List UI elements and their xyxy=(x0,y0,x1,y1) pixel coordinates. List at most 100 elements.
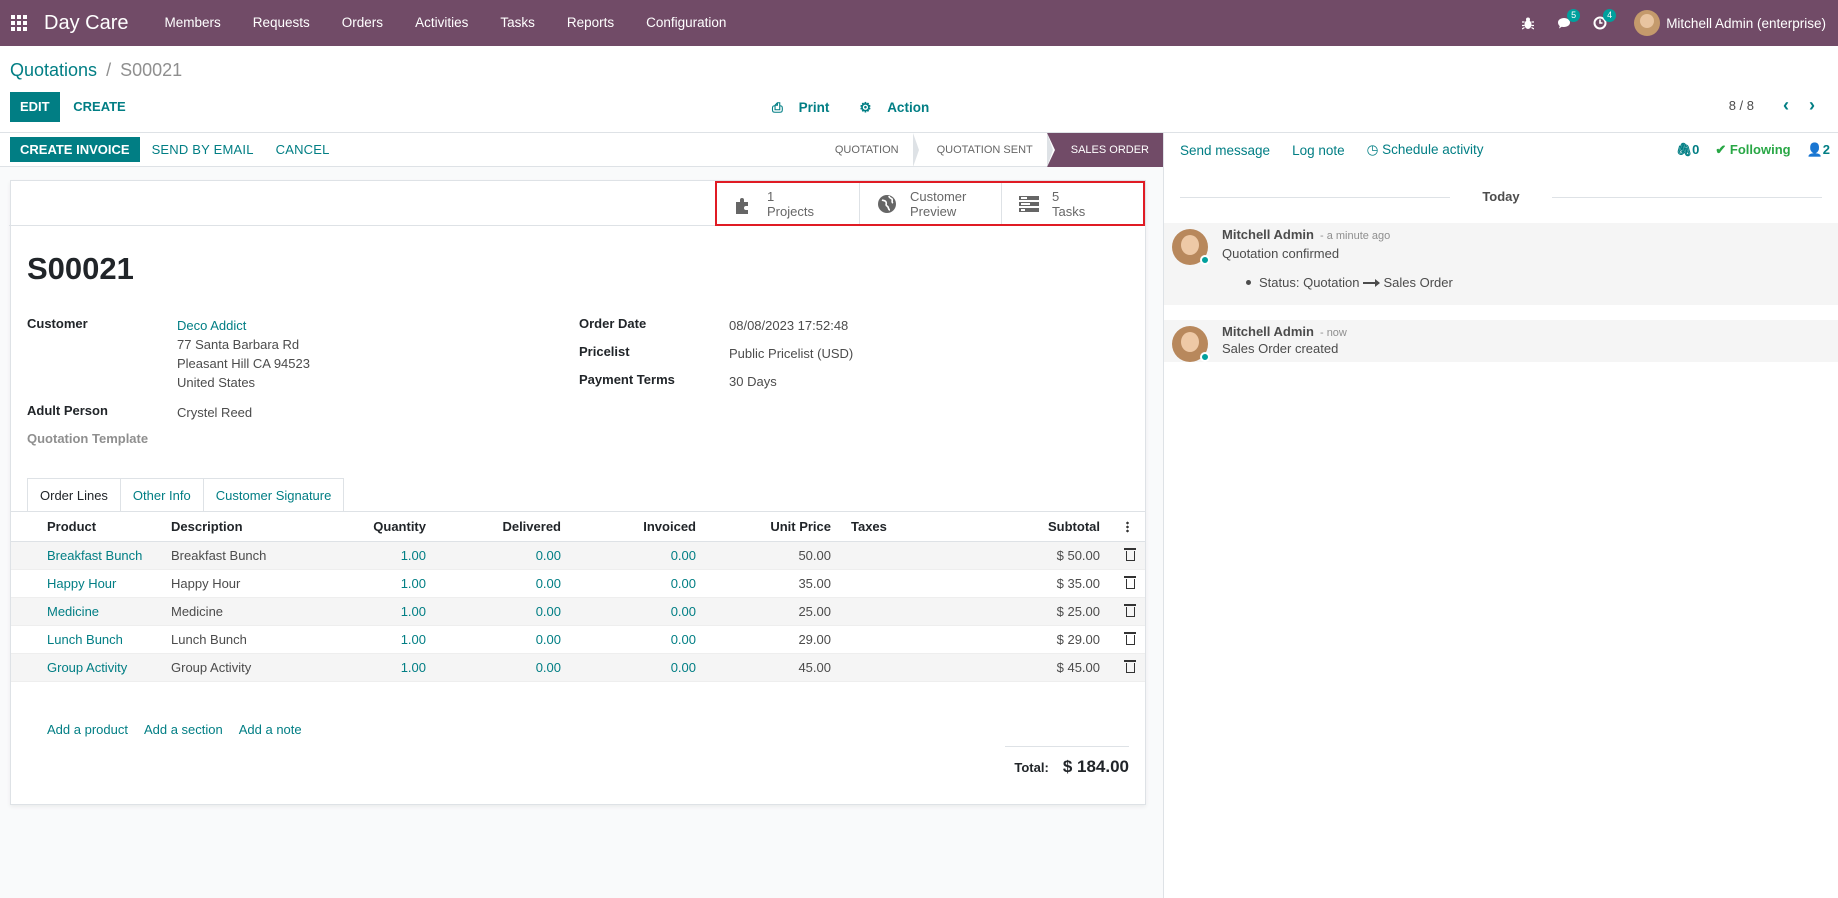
pager-next-icon[interactable]: › xyxy=(1809,95,1815,115)
stage-sales-order[interactable]: SALES ORDER xyxy=(1046,133,1163,167)
table-row[interactable]: Medicine Medicine 1.00 0.00 0.00 25.00 $… xyxy=(11,597,1145,626)
col-unit-price[interactable]: Unit Price xyxy=(706,512,841,542)
delete-row-trash-icon[interactable] xyxy=(1110,569,1145,598)
smart-buttons-highlight: 1 Projects Customer Preview 5 Tasks xyxy=(715,181,1145,226)
col-subtotal[interactable]: Subtotal xyxy=(941,512,1110,542)
tab-customer-signature[interactable]: Customer Signature xyxy=(202,478,345,512)
pager-value[interactable]: 8 / 8 xyxy=(1728,98,1754,113)
tab-other-info[interactable]: Other Info xyxy=(119,478,204,512)
cancel-button[interactable]: CANCEL xyxy=(275,142,330,157)
row-subtotal: $ 29.00 xyxy=(941,625,1110,654)
row-taxes xyxy=(841,541,941,570)
attachments-button[interactable]: 🖇0 xyxy=(1676,142,1700,158)
customer-link[interactable]: Deco Addict xyxy=(177,318,247,333)
user-icon: 👤 xyxy=(1806,142,1823,157)
user-menu[interactable]: Mitchell Admin (enterprise) xyxy=(1634,10,1826,36)
chatter: Send message Log note ◷ Schedule activit… xyxy=(1163,133,1838,898)
table-row[interactable]: Happy Hour Happy Hour 1.00 0.00 0.00 35.… xyxy=(11,569,1145,598)
debug-bug-icon[interactable] xyxy=(1510,0,1546,46)
row-subtotal: $ 25.00 xyxy=(941,597,1110,626)
quotation-template-label: Quotation Template xyxy=(27,431,149,446)
pager-previous-icon[interactable]: ‹ xyxy=(1783,95,1789,115)
activities-clock-icon[interactable]: 4 xyxy=(1582,0,1618,46)
customer-country: United States xyxy=(177,375,256,390)
avatar[interactable] xyxy=(1172,229,1210,265)
delete-row-trash-icon[interactable] xyxy=(1110,653,1145,682)
avatar[interactable] xyxy=(1172,326,1210,362)
messages-icon[interactable]: 5 xyxy=(1546,0,1582,46)
menu-tasks[interactable]: Tasks xyxy=(500,15,535,30)
row-description: Group Activity xyxy=(161,653,306,682)
tab-order-lines[interactable]: Order Lines xyxy=(27,478,121,512)
col-description[interactable]: Description xyxy=(161,512,306,542)
create-button[interactable]: CREATE xyxy=(73,99,126,114)
customer-preview-smart-button[interactable]: Customer Preview xyxy=(859,183,1001,224)
row-product[interactable]: Breakfast Bunch xyxy=(11,541,161,570)
menu-members[interactable]: Members xyxy=(164,15,221,30)
projects-label: Projects xyxy=(767,203,814,219)
breadcrumb-quotations[interactable]: Quotations xyxy=(10,60,98,80)
row-taxes xyxy=(841,653,941,682)
date-separator: Today xyxy=(1180,189,1822,204)
delete-row-trash-icon[interactable] xyxy=(1110,625,1145,654)
send-message-button[interactable]: Send message xyxy=(1180,142,1271,158)
col-invoiced[interactable]: Invoiced xyxy=(571,512,706,542)
row-unit-price: 50.00 xyxy=(706,541,841,570)
table-row[interactable]: Lunch Bunch Lunch Bunch 1.00 0.00 0.00 2… xyxy=(11,625,1145,654)
col-taxes[interactable]: Taxes xyxy=(841,512,941,542)
add-note-link[interactable]: Add a note xyxy=(238,722,302,737)
projects-smart-button[interactable]: 1 Projects xyxy=(717,183,859,224)
row-product[interactable]: Lunch Bunch xyxy=(11,625,161,654)
optional-columns-kebab-icon[interactable] xyxy=(1110,512,1145,542)
col-quantity[interactable]: Quantity xyxy=(306,512,436,542)
delete-row-trash-icon[interactable] xyxy=(1110,541,1145,570)
following-button[interactable]: ✔ Following xyxy=(1715,142,1790,158)
print-label: Print xyxy=(798,100,830,115)
table-row[interactable]: Breakfast Bunch Breakfast Bunch 1.00 0.0… xyxy=(11,541,1145,570)
customer-preview-line1: Customer xyxy=(910,188,967,204)
order-date-label: Order Date xyxy=(579,316,647,331)
menu-activities[interactable]: Activities xyxy=(415,15,469,30)
payment-terms-label: Payment Terms xyxy=(579,372,675,387)
pricelist-label: Pricelist xyxy=(579,344,630,359)
stage-quotation-sent[interactable]: QUOTATION SENT xyxy=(913,133,1053,167)
menu-configuration[interactable]: Configuration xyxy=(646,15,727,30)
app-brand[interactable]: Day Care xyxy=(44,11,129,34)
print-menu[interactable]: ⎙ Print xyxy=(760,95,841,121)
message-author[interactable]: Mitchell Admin xyxy=(1222,324,1314,339)
edit-button[interactable]: EDIT xyxy=(10,92,60,122)
col-delivered[interactable]: Delivered xyxy=(436,512,571,542)
log-note-button[interactable]: Log note xyxy=(1292,142,1345,158)
apps-menu-icon[interactable] xyxy=(2,0,36,46)
row-product[interactable]: Group Activity xyxy=(11,653,161,682)
create-invoice-button[interactable]: CREATE INVOICE xyxy=(10,137,140,162)
adult-person-field: Adult Person Crystel Reed xyxy=(27,403,252,422)
row-delivered: 0.00 xyxy=(436,541,571,570)
row-product[interactable]: Happy Hour xyxy=(11,569,161,598)
check-icon: ✔ xyxy=(1715,142,1730,157)
row-subtotal: $ 45.00 xyxy=(941,653,1110,682)
schedule-activity-button[interactable]: ◷ Schedule activity xyxy=(1361,142,1490,158)
activities-badge: 4 xyxy=(1603,9,1617,22)
menu-requests[interactable]: Requests xyxy=(252,15,310,30)
add-product-link[interactable]: Add a product xyxy=(47,722,128,737)
stage-quotation[interactable]: QUOTATION xyxy=(811,133,919,167)
payment-terms-field: Payment Terms 30 Days xyxy=(579,372,777,391)
puzzle-icon xyxy=(736,197,748,214)
col-product[interactable]: Product xyxy=(11,512,161,542)
arrow-right-icon xyxy=(1363,278,1381,287)
menu-reports[interactable]: Reports xyxy=(566,15,615,30)
action-menu[interactable]: ⚙ Action xyxy=(847,95,941,121)
send-by-email-button[interactable]: SEND BY EMAIL xyxy=(151,142,254,157)
add-section-link[interactable]: Add a section xyxy=(143,722,223,737)
message-author[interactable]: Mitchell Admin xyxy=(1222,227,1314,242)
tasks-smart-button[interactable]: 5 Tasks xyxy=(1001,183,1143,224)
delete-row-trash-icon[interactable] xyxy=(1110,597,1145,626)
table-row[interactable]: Group Activity Group Activity 1.00 0.00 … xyxy=(11,653,1145,682)
row-quantity: 1.00 xyxy=(306,569,436,598)
menu-orders[interactable]: Orders xyxy=(341,15,384,30)
followers-button[interactable]: 👤2 xyxy=(1807,142,1830,158)
row-product[interactable]: Medicine xyxy=(11,597,161,626)
adult-person-link[interactable]: Crystel Reed xyxy=(177,405,253,420)
breadcrumb-separator: / xyxy=(106,60,112,80)
